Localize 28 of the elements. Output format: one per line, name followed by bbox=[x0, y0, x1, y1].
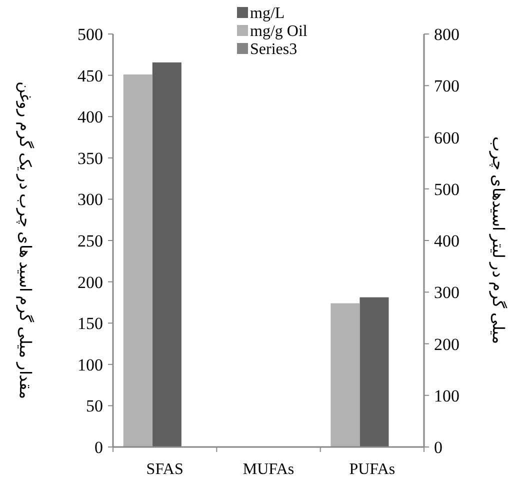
y2-tick-label: 400 bbox=[434, 232, 460, 250]
y2-axis-title: میلی گرم در لیتر اسیدهای چرب bbox=[489, 136, 508, 344]
x-tick-label: PUFAs bbox=[349, 461, 396, 478]
y2-tick-label: 300 bbox=[434, 283, 460, 302]
y-tick-label: 200 bbox=[78, 272, 103, 292]
y-tick-label: 250 bbox=[78, 232, 103, 250]
y2-tick-label: 700 bbox=[434, 76, 460, 96]
y-tick-label: 350 bbox=[78, 148, 103, 168]
y2-tick-label: 100 bbox=[434, 386, 460, 406]
y-tick-label: 0 bbox=[94, 438, 103, 457]
y-tick-label: 50 bbox=[86, 396, 103, 416]
y-tick-label: 150 bbox=[78, 314, 103, 334]
legend-label: mg/L bbox=[250, 5, 285, 22]
legend-label: Series3 bbox=[250, 41, 298, 58]
x-tick-label: MUFAs bbox=[242, 461, 294, 478]
y2-tick-label: 800 bbox=[434, 25, 460, 44]
x-tick-label: SFAS bbox=[146, 461, 184, 478]
legend-label: mg/g Oil bbox=[250, 23, 308, 40]
y2-tick-label: 500 bbox=[434, 180, 460, 199]
y-axis-title: مقدار میلی گرم اسید های چرب در یک گرم روغن bbox=[16, 82, 35, 400]
y-tick-label: 450 bbox=[78, 66, 103, 86]
y2-tick-label: 600 bbox=[434, 128, 460, 148]
y2-tick-label: 200 bbox=[434, 334, 460, 354]
y-tick-label: 400 bbox=[78, 108, 103, 127]
y-tick-label: 500 bbox=[78, 25, 103, 44]
y2-tick-label: 0 bbox=[434, 438, 442, 457]
y-tick-label: 100 bbox=[78, 355, 103, 374]
y-tick-label: 300 bbox=[78, 190, 103, 210]
